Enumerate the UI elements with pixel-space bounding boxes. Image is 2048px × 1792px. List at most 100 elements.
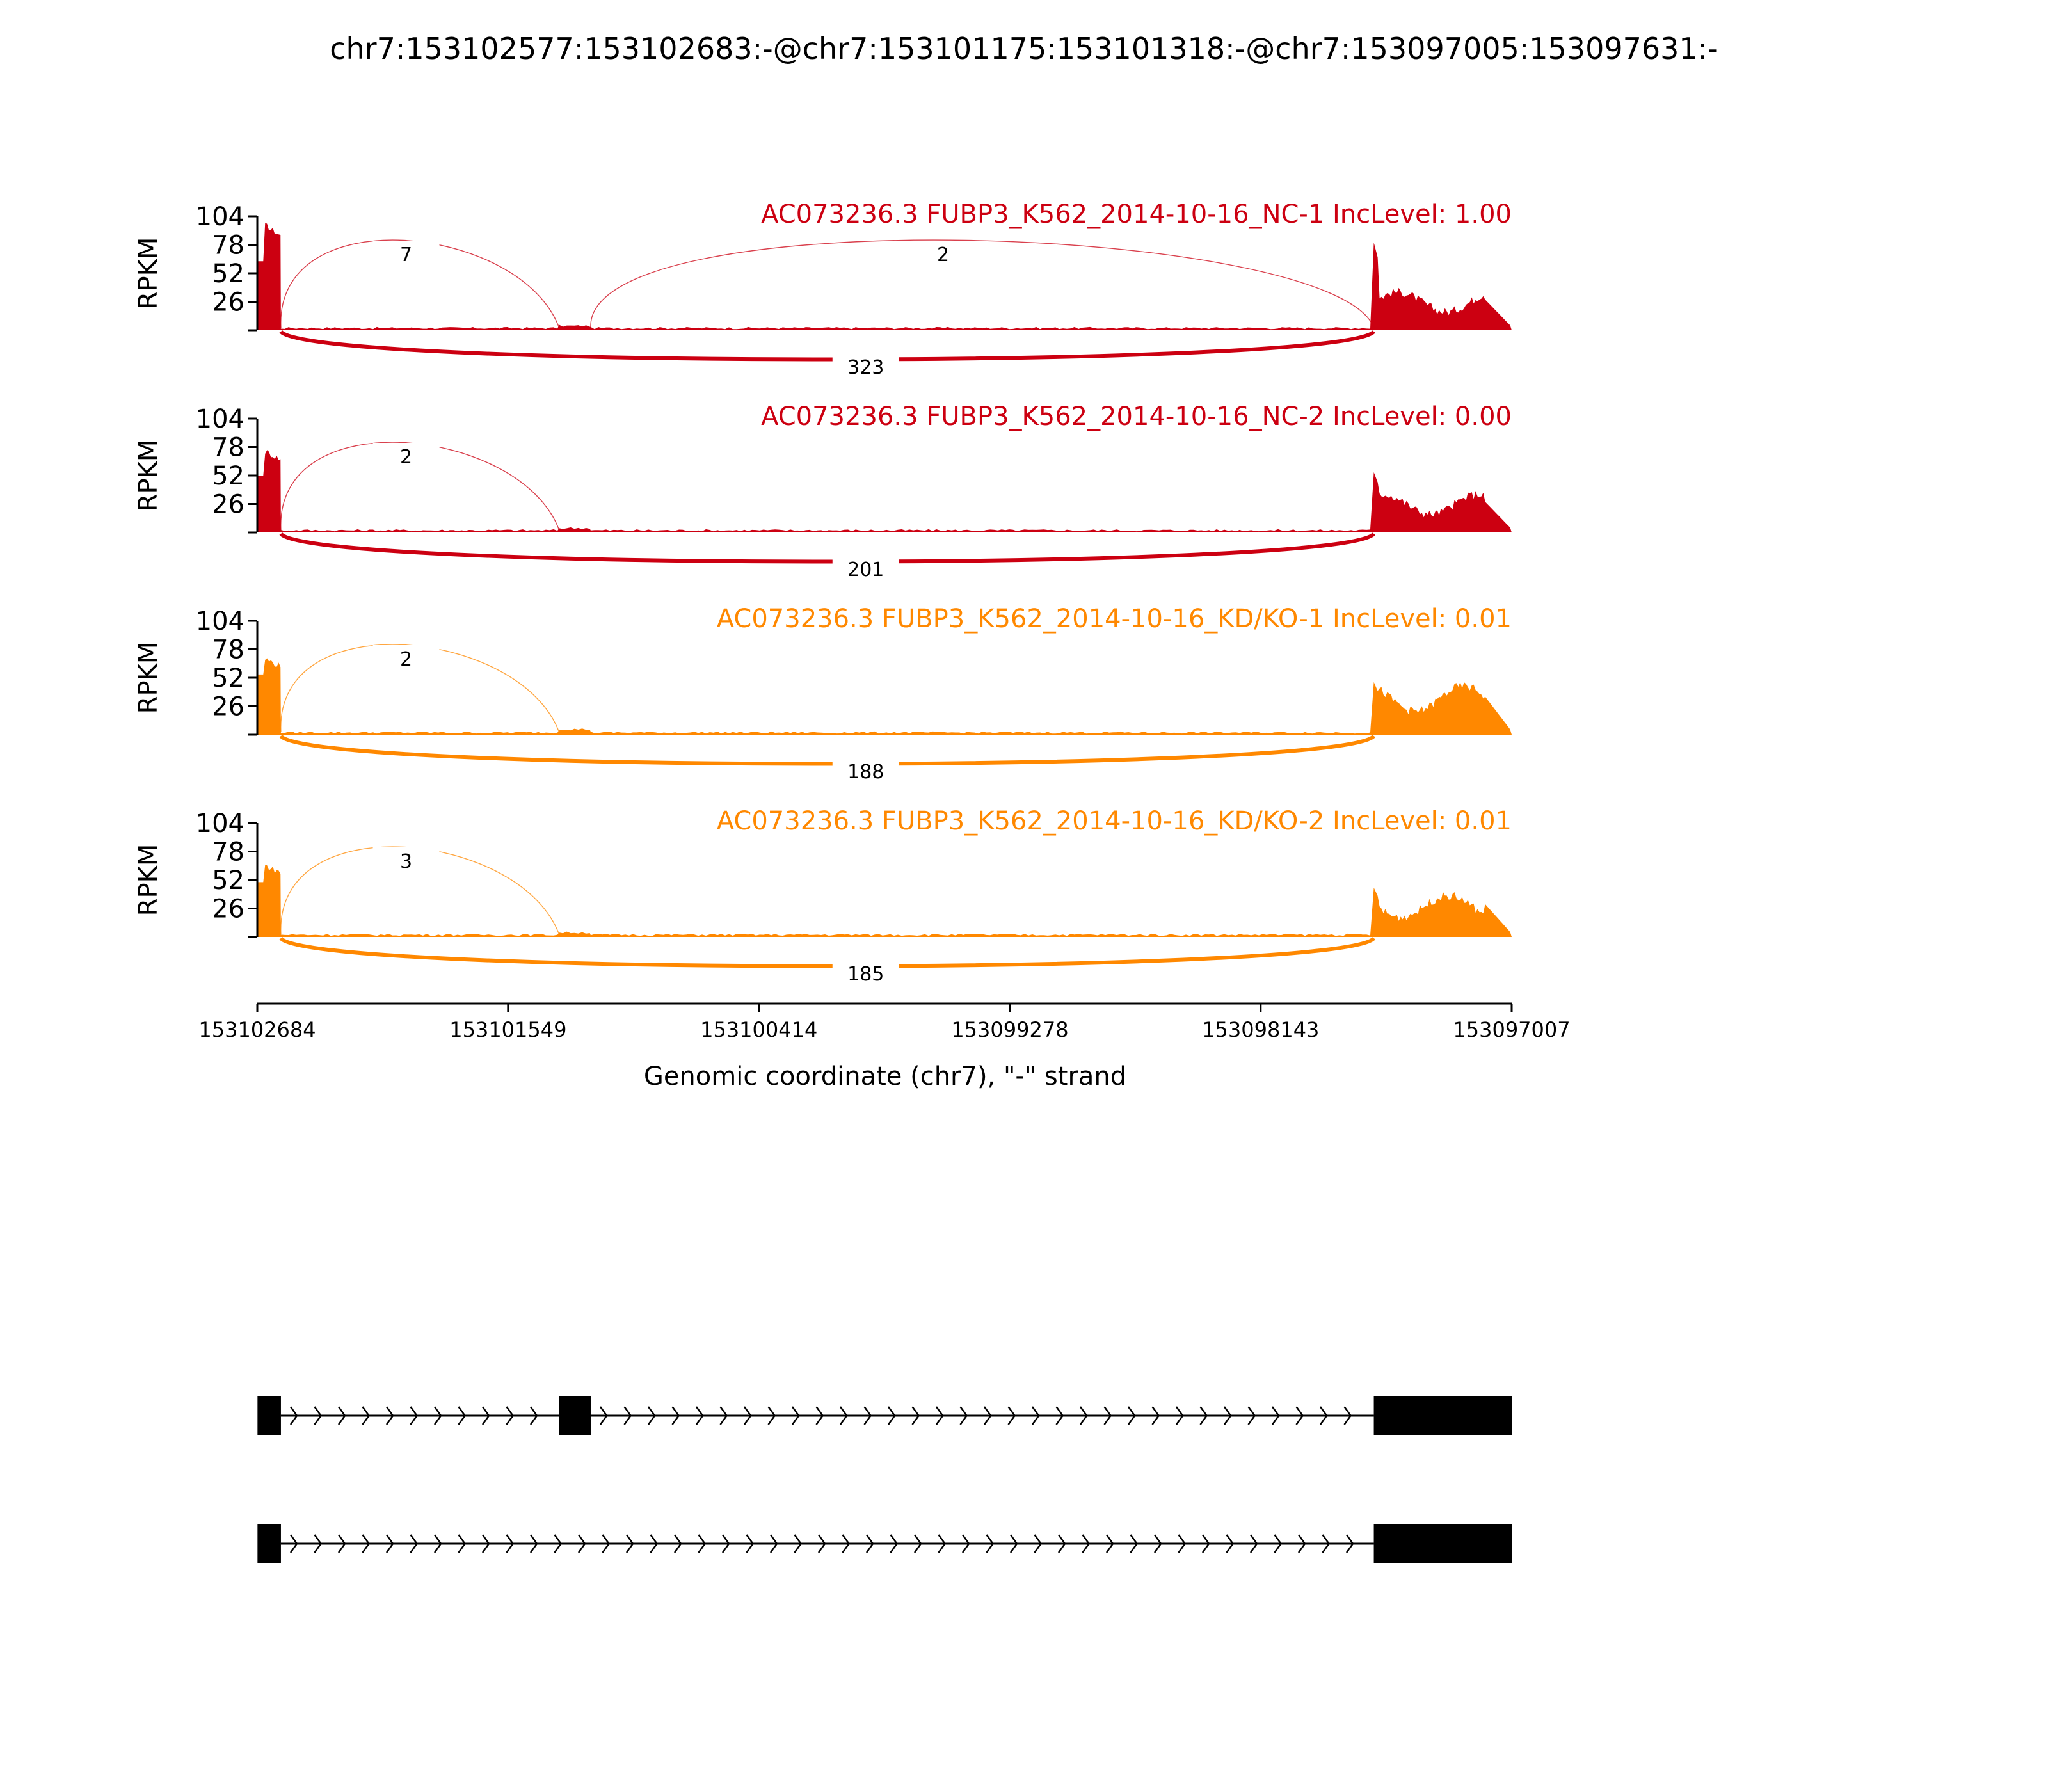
exon-block	[257, 1524, 281, 1563]
junction-arc	[279, 532, 1375, 564]
strand-arrow	[481, 1534, 490, 1553]
strand-arrow	[1009, 1534, 1018, 1553]
strand-arrow	[721, 1534, 730, 1553]
junction-label-bg	[832, 960, 899, 986]
exon-block	[559, 1396, 591, 1435]
strand-arrow	[1201, 1534, 1210, 1553]
strand-arrow	[1295, 1406, 1304, 1425]
strand-arrow	[1322, 1534, 1330, 1553]
strand-arrow	[362, 1534, 370, 1553]
strand-arrow	[865, 1534, 874, 1553]
sample-label: AC073236.3 FUBP3_K562_2014-10-16_KD/KO-1…	[717, 604, 1512, 634]
strand-arrow	[1249, 1534, 1258, 1553]
strand-arrow	[1055, 1406, 1064, 1425]
gene-model	[257, 1396, 1512, 1563]
y-tick-label: 104	[196, 404, 244, 434]
strand-arrow	[887, 1406, 896, 1425]
y-tick-label: 104	[196, 809, 244, 838]
sample-label: AC073236.3 FUBP3_K562_2014-10-16_NC-1 In…	[761, 200, 1512, 229]
strand-arrow	[817, 1534, 826, 1553]
junction-label-bg	[832, 758, 899, 783]
strand-arrow	[1345, 1534, 1354, 1553]
x-tick-label: 153098143	[1202, 1018, 1319, 1042]
strand-arrow	[1103, 1406, 1112, 1425]
isoform-2	[257, 1524, 1512, 1563]
strand-arrow	[961, 1534, 970, 1553]
strand-arrow	[650, 1534, 658, 1553]
y-axis-label: RPKM	[134, 440, 163, 512]
y-tick-label: 26	[212, 288, 244, 317]
strand-arrow	[986, 1534, 994, 1553]
strand-arrow	[433, 1534, 442, 1553]
y-tick-label: 104	[196, 202, 244, 232]
strand-arrow	[746, 1534, 754, 1553]
strand-arrow	[671, 1406, 680, 1425]
x-tick-label: 153102684	[198, 1018, 316, 1042]
strand-arrow	[1130, 1534, 1138, 1553]
strand-arrow	[1007, 1406, 1016, 1425]
strand-arrow	[698, 1534, 706, 1553]
y-tick-label: 52	[212, 664, 244, 693]
strand-arrow	[385, 1534, 394, 1553]
strand-arrow	[695, 1406, 704, 1425]
x-tick-label: 153099278	[951, 1018, 1068, 1042]
strand-arrow	[647, 1406, 656, 1425]
junction-label-bg	[832, 556, 899, 581]
junction-count: 188	[847, 761, 884, 783]
junction-label-bg	[372, 443, 440, 468]
junction-arc	[279, 936, 1375, 968]
strand-arrow	[1031, 1406, 1040, 1425]
coverage-area	[257, 450, 1512, 532]
exon-block	[1373, 1524, 1512, 1563]
strand-arrow	[815, 1406, 824, 1425]
strand-arrow	[314, 1406, 322, 1425]
strand-arrow	[529, 1534, 538, 1553]
strand-arrow	[337, 1406, 346, 1425]
strand-arrow	[1223, 1406, 1232, 1425]
strand-arrow	[577, 1534, 586, 1553]
strand-arrow	[385, 1406, 394, 1425]
y-tick-label: 78	[212, 433, 244, 463]
x-tick-label: 153100414	[700, 1018, 817, 1042]
strand-arrow	[743, 1406, 752, 1425]
y-tick-label: 78	[212, 636, 244, 665]
strand-arrow	[1175, 1406, 1184, 1425]
strand-arrow	[506, 1406, 514, 1425]
junction-count: 3	[400, 851, 412, 873]
y-axis-label: RPKM	[134, 642, 163, 714]
junction-count: 2	[400, 648, 412, 671]
junction-label-bg	[372, 847, 440, 873]
coverage-area	[257, 865, 1512, 937]
strand-arrow	[481, 1406, 490, 1425]
strand-arrow	[1274, 1534, 1282, 1553]
strand-arrow	[1199, 1406, 1208, 1425]
strand-arrow	[1034, 1534, 1042, 1553]
isoform-1	[257, 1396, 1512, 1435]
coverage-area	[257, 658, 1512, 735]
strand-arrow	[1226, 1534, 1234, 1553]
strand-arrow	[1079, 1406, 1088, 1425]
junction-count: 2	[937, 244, 949, 266]
junction-arc	[590, 239, 1375, 328]
strand-arrow	[794, 1534, 802, 1553]
strand-arrow	[1153, 1534, 1162, 1553]
strand-arrow	[1247, 1406, 1256, 1425]
strand-arrow	[839, 1406, 848, 1425]
strand-arrow	[1319, 1406, 1328, 1425]
x-axis-label: Genomic coordinate (chr7), "-" strand	[644, 1062, 1126, 1091]
junction-count: 185	[847, 963, 884, 986]
x-axis: 153102684 153101549 153100414 153099278 1530…	[198, 1002, 1571, 1042]
strand-arrow	[890, 1534, 898, 1553]
strand-arrow	[410, 1534, 418, 1553]
y-tick-label: 26	[212, 490, 244, 520]
strand-arrow	[599, 1406, 608, 1425]
strand-arrow	[1057, 1534, 1066, 1553]
junction-arc	[279, 734, 1375, 766]
junction-label-bg	[909, 241, 977, 266]
strand-arrow	[719, 1406, 728, 1425]
strand-arrow	[1105, 1534, 1114, 1553]
